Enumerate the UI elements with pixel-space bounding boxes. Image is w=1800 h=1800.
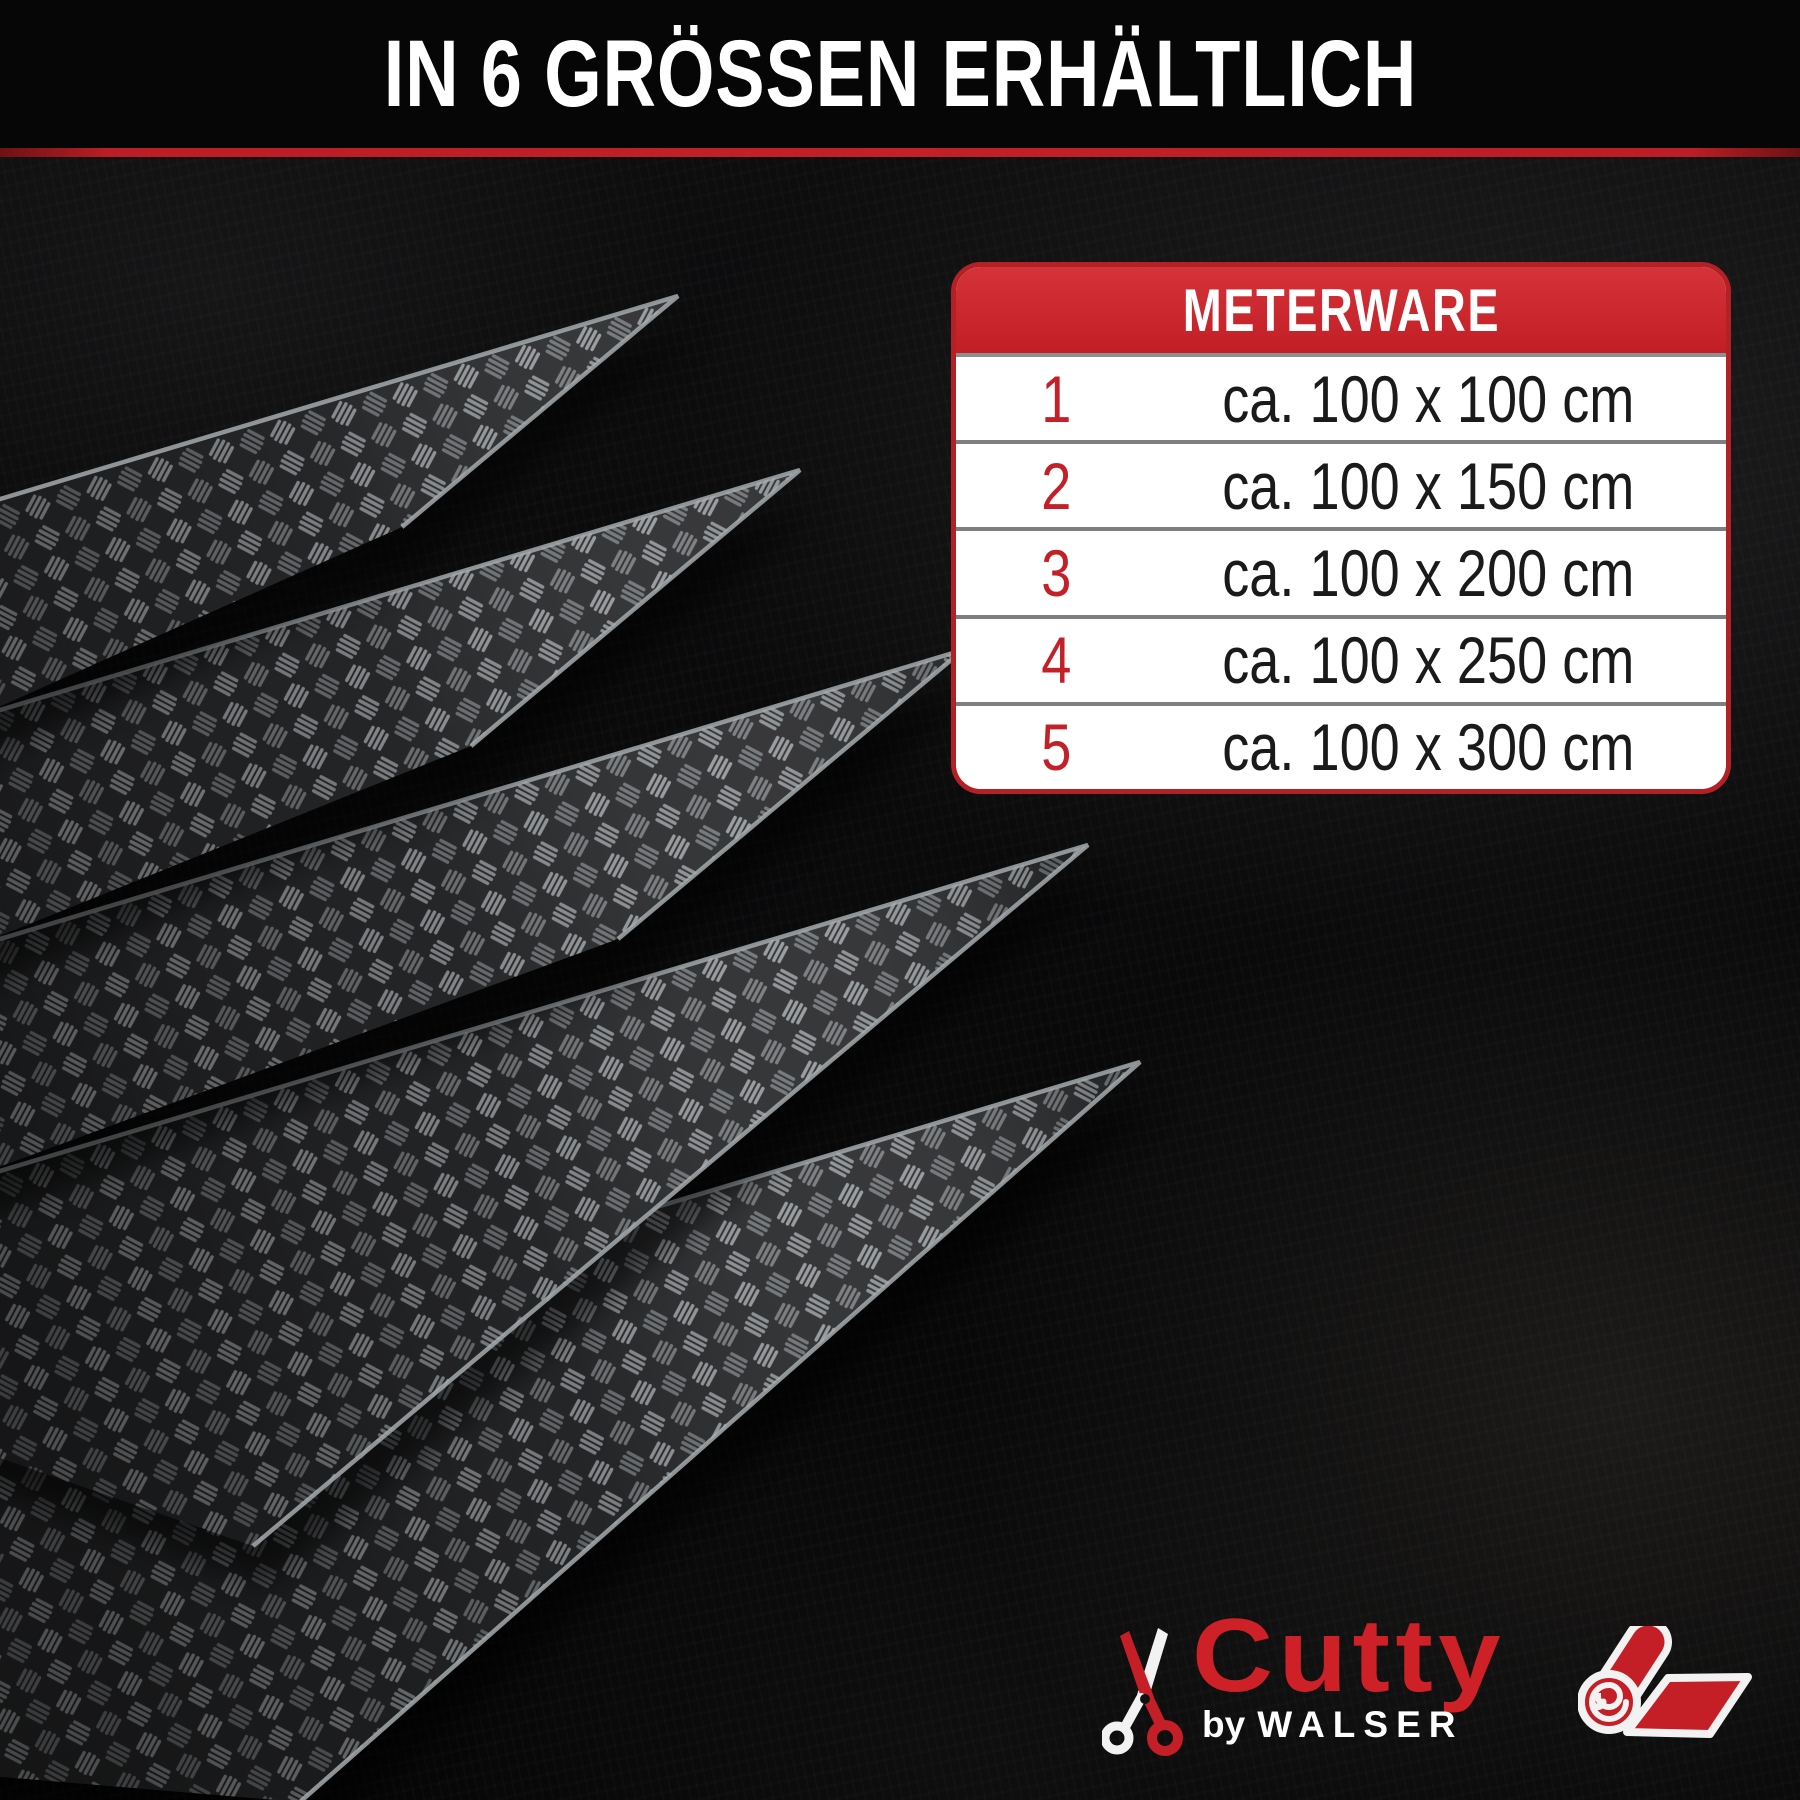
size-table: METERWARE 1 ca. 100 x 100 cm 2 ca. 100 x… <box>951 262 1731 794</box>
banner: IN 6 GRÖSSEN ERHÄLTLICH <box>0 0 1800 148</box>
row-size: ca. 100 x 250 cm <box>1221 623 1635 698</box>
row-number: 4 <box>1040 623 1072 698</box>
table-row: 2 ca. 100 x 150 cm <box>956 440 1726 527</box>
table-row: 5 ca. 100 x 300 cm <box>956 701 1726 789</box>
scissors-icon <box>1102 1628 1183 1756</box>
brand-name: Cutty <box>1192 1598 1507 1714</box>
row-number: 1 <box>1040 361 1072 436</box>
row-size: ca. 100 x 200 cm <box>1221 536 1635 610</box>
size-table-body: 1 ca. 100 x 100 cm 2 ca. 100 x 150 cm 3 … <box>956 353 1726 789</box>
table-row: 4 ca. 100 x 250 cm <box>956 614 1726 702</box>
brand-logo: Cutty by WALSER <box>1080 1600 1780 1790</box>
row-size: ca. 100 x 100 cm <box>1221 361 1635 436</box>
banner-title: IN 6 GRÖSSEN ERHÄLTLICH <box>383 20 1417 127</box>
banner-red-stripe <box>0 148 1800 157</box>
brand-byline: by WALSER <box>1202 1704 1463 1746</box>
row-size: ca. 100 x 300 cm <box>1221 710 1635 785</box>
byline-maker: WALSER <box>1257 1704 1464 1745</box>
byline-by: by <box>1202 1704 1246 1745</box>
row-number: 3 <box>1040 536 1072 610</box>
row-size: ca. 100 x 150 cm <box>1221 448 1635 523</box>
size-table-header-label: METERWARE <box>1182 276 1500 344</box>
row-number: 2 <box>1040 448 1072 523</box>
row-number: 5 <box>1040 710 1072 785</box>
size-table-header: METERWARE <box>956 267 1726 353</box>
table-row: 3 ca. 100 x 200 cm <box>956 527 1726 614</box>
mat-roll-icon <box>1578 1626 1752 1738</box>
table-row: 1 ca. 100 x 100 cm <box>956 353 1726 440</box>
